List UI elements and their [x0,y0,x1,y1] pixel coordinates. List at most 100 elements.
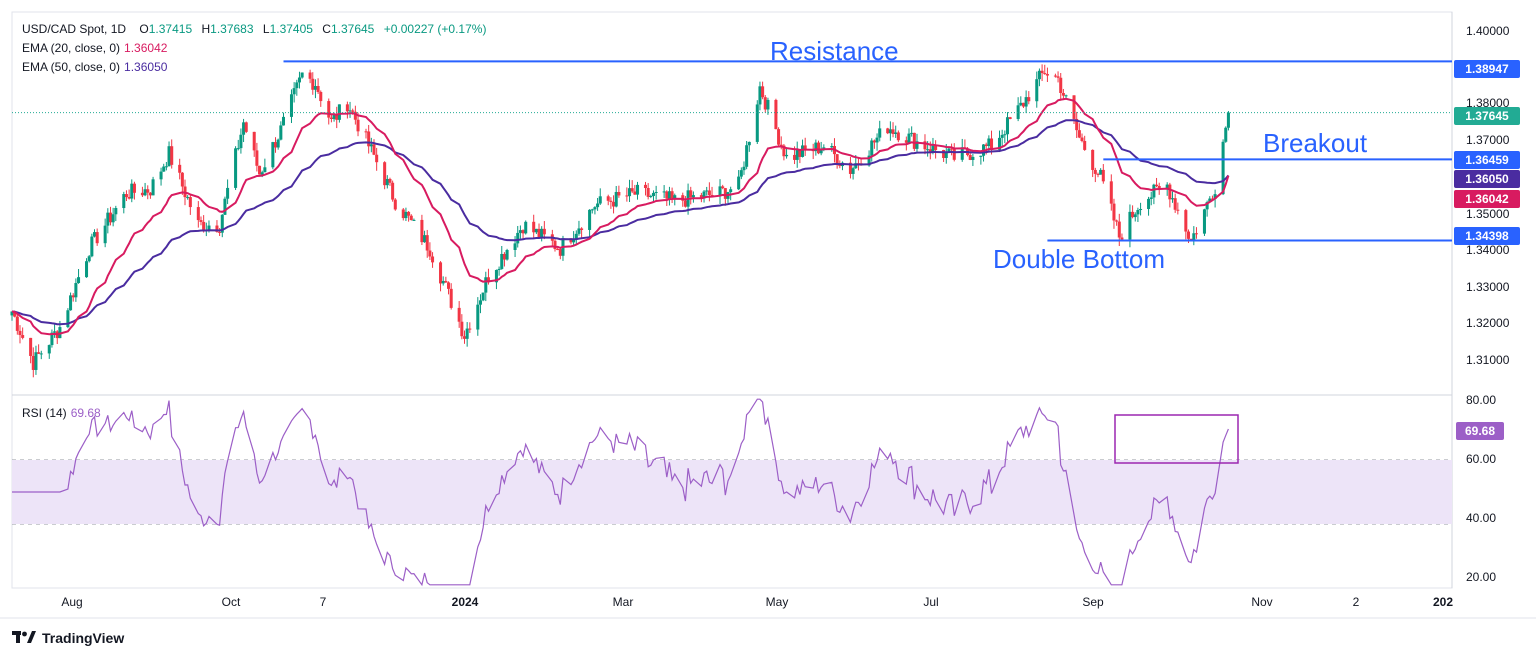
tradingview-wordmark: TradingView [42,630,125,646]
candle [29,337,33,364]
candle [1133,212,1137,222]
candle [1080,133,1084,143]
ema50-value: 1.36050 [124,60,168,74]
candle [747,141,751,152]
candle [1040,64,1044,82]
candle [979,155,983,165]
candle [888,121,892,141]
candle [556,247,560,251]
candle [53,323,57,338]
double-bottom-annotation: Double Bottom [993,244,1165,274]
y-tick: 1.31000 [1466,353,1510,367]
candle [505,248,509,261]
candle [151,176,155,196]
candle [811,143,815,160]
candle [186,195,190,200]
candle [537,223,541,239]
candle [542,221,546,240]
x-tick: Mar [612,595,634,609]
y-tick: 1.34000 [1466,243,1510,257]
candle [327,98,331,125]
candle [558,247,562,260]
candle [164,161,168,171]
candle [281,112,286,126]
ema20-line [11,97,1230,336]
candle [758,81,762,111]
candle [311,72,315,95]
x-tick: Oct [221,595,241,609]
ema50-label: EMA (50, close, 0) [22,60,121,74]
x-tick: 202 [1432,595,1454,609]
ema50-price-label: 1.36050 [1454,170,1520,188]
candle [481,292,485,302]
candle [1149,191,1153,206]
candle [960,138,964,162]
candle [1112,198,1116,229]
candle [388,177,392,186]
candle [77,268,81,284]
high-value: 1.37683 [210,22,254,36]
candle [835,154,839,169]
candle [649,194,653,199]
candle [625,187,629,202]
candle [534,228,538,235]
resistance-annotation: Resistance [770,36,899,66]
candle [462,330,467,344]
candle [178,158,182,180]
candle [478,294,482,314]
candle [252,131,256,157]
candle [1226,110,1230,131]
rsi-legend-value: 69.68 [70,406,101,420]
candle [167,141,171,167]
candle [614,185,618,208]
candle [188,193,192,215]
candle [18,325,22,344]
x-tick: 2 [1352,595,1360,609]
candle [580,227,584,239]
tradingview-logo[interactable]: TradingView [12,630,124,646]
candle [702,190,706,203]
candle [449,283,453,310]
candle [891,122,895,138]
candle [875,133,879,151]
candle [726,191,730,203]
candle [74,278,78,302]
candle [1027,91,1031,105]
candle [428,242,432,260]
candle [124,190,128,202]
rsi-highlight-box [1114,414,1239,464]
candle [55,330,59,345]
candle [683,196,687,208]
candle [308,69,312,84]
candle [255,142,259,172]
candle [273,137,278,153]
candle [401,208,405,221]
rsi-band [12,460,1452,524]
breakout-price-label: 1.36459 [1454,151,1520,169]
rsi-legend: RSI (14) 69.68 [22,406,101,420]
close-label: C [322,22,331,36]
candle [383,161,387,190]
candle [313,79,317,99]
candle [1139,202,1143,216]
rsi-tick: 40.00 [1466,511,1497,525]
rsi-tick: 60.00 [1466,452,1497,466]
candle [1136,207,1140,222]
candle [667,186,671,206]
y-tick: 1.37000 [1466,133,1510,147]
candle [92,229,97,238]
candle [348,101,352,118]
candle [218,228,222,236]
candle [896,130,900,143]
candle [518,225,522,239]
candle [532,214,536,239]
candle [596,197,600,211]
candle [1061,88,1065,99]
candles [10,64,1230,378]
current-price-label: 1.37645 [1454,107,1520,125]
candle [707,182,711,202]
candle [801,139,805,158]
candle [628,179,632,202]
candle [1184,208,1188,240]
candle [423,230,427,243]
